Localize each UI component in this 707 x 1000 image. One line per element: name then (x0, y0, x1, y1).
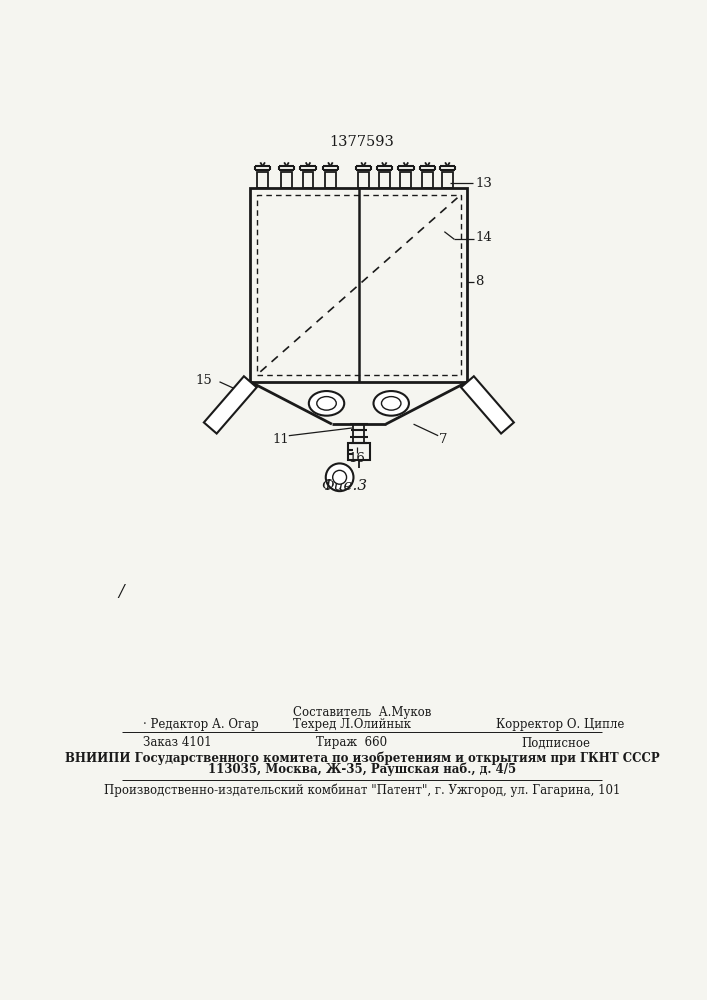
Polygon shape (204, 376, 257, 434)
Text: Составитель  А.Муков: Составитель А.Муков (293, 706, 431, 719)
Text: Производственно-издательский комбинат "Патент", г. Ужгород, ул. Гагарина, 101: Производственно-издательский комбинат "П… (104, 784, 620, 797)
Text: Корректор О. Ципле: Корректор О. Ципле (496, 718, 624, 731)
Bar (348, 443, 370, 460)
Text: · Редактор А. Огар: · Редактор А. Огар (143, 718, 258, 731)
Bar (257, 195, 460, 375)
Bar (442, 172, 452, 188)
Ellipse shape (317, 397, 337, 410)
Text: Фие.3: Фие.3 (321, 479, 368, 493)
Text: Техред Л.Олийнык: Техред Л.Олийнык (293, 718, 411, 731)
Bar (400, 172, 411, 188)
Text: 7: 7 (438, 433, 447, 446)
Bar (257, 172, 268, 188)
Text: 15: 15 (195, 374, 212, 387)
Bar (379, 172, 390, 188)
Bar (325, 172, 336, 188)
Text: Заказ 4101: Заказ 4101 (143, 736, 211, 749)
Text: Тираж  660: Тираж 660 (316, 736, 387, 749)
Text: 11: 11 (273, 433, 289, 446)
Text: 14: 14 (475, 231, 492, 244)
Bar (250, 188, 467, 382)
Ellipse shape (382, 397, 401, 410)
Text: 13: 13 (475, 177, 492, 190)
Ellipse shape (309, 391, 344, 416)
Text: /: / (118, 583, 124, 600)
Text: 8: 8 (475, 275, 484, 288)
Text: 1377593: 1377593 (329, 135, 395, 149)
Ellipse shape (373, 391, 409, 416)
Text: 113035, Москва, Ж-35, Раушская наб., д. 4/5: 113035, Москва, Ж-35, Раушская наб., д. … (208, 762, 516, 776)
Bar (303, 172, 313, 188)
Bar (422, 172, 433, 188)
Bar (281, 172, 292, 188)
Bar (358, 172, 369, 188)
Text: ВНИИПИ Государственного комитета по изобретениям и открытиям при ГКНТ СССР: ВНИИПИ Государственного комитета по изоб… (64, 752, 659, 765)
Text: Подписное: Подписное (521, 736, 590, 749)
Polygon shape (461, 376, 514, 434)
Text: 16: 16 (349, 452, 366, 465)
Circle shape (333, 470, 346, 484)
Circle shape (326, 463, 354, 491)
